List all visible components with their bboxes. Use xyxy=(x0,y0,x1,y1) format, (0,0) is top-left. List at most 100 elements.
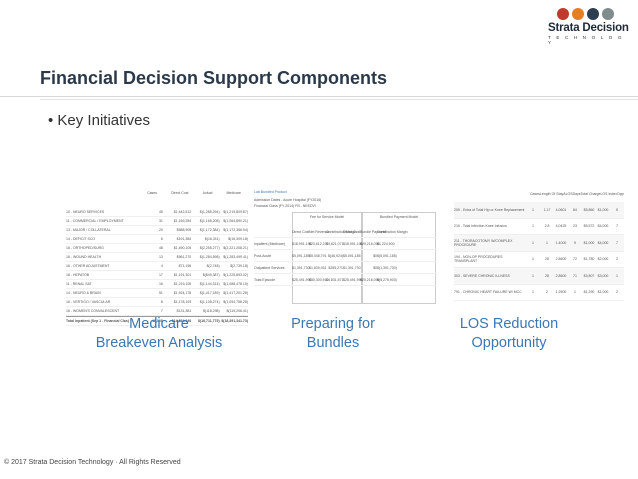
caption-line: Breakeven Analysis xyxy=(95,335,223,351)
bundle-cell: $18,991,196 xyxy=(292,241,312,246)
los-cell: 1 xyxy=(616,273,618,278)
breakeven-cell: $(1,285,294) xyxy=(199,210,220,214)
breakeven-row-label: 14 - DEFICIT SCO xyxy=(66,237,96,241)
breakeven-cell: 51 xyxy=(158,291,163,295)
breakeven-cell: $(119,206.41) xyxy=(226,309,248,313)
breakeven-col-header: Direct Cost xyxy=(171,191,189,195)
los-cell: 2.8 xyxy=(544,224,550,229)
breakeven-col-header: Cases xyxy=(147,191,157,195)
los-cell: 9 xyxy=(574,240,576,245)
bundles-screenshot: Lab Bundled Product Admission Dates - Ac… xyxy=(250,188,438,304)
bundle-col-header: Direct Cost xyxy=(343,229,361,234)
bundle-cell: $20,216,096 xyxy=(360,241,380,246)
caption-line: LOS Reduction xyxy=(459,316,559,332)
breakeven-row-label: 16 - ORTHOPED/SURG xyxy=(66,246,104,250)
breakeven-cell: $(1,172,356.04) xyxy=(223,228,248,232)
breakeven-cell: $131,381 xyxy=(176,309,192,313)
los-col-header: Length Of Stay xyxy=(539,192,564,196)
los-cell: $4,000 xyxy=(597,224,609,229)
los-row: 303 - SEVERE CHRONIC ILLNESS 1 28 2.8600 71 $… xyxy=(454,268,624,285)
bundle-cell: $25,491,999 xyxy=(292,277,312,282)
breakeven-row-label: 10 - NEURO SERVICES xyxy=(66,210,105,214)
logo-subtitle: T E C H N O L O G Y xyxy=(548,35,624,45)
breakeven-cell: 48 xyxy=(158,246,163,250)
los-col-header: Total Charge xyxy=(580,192,601,196)
bundled-payment-label: Bundled Payment Model xyxy=(379,215,419,219)
bundle-cell: $30,300,910 xyxy=(309,277,329,282)
los-cell: 5 xyxy=(616,207,618,212)
los-cell: 1 xyxy=(532,273,534,278)
breakeven-cell: $1,442,512 xyxy=(173,210,192,214)
breakeven-row-label: 16 - OTHER ADJUSTMENT xyxy=(66,264,110,268)
breakeven-cell: $(16,309.18) xyxy=(228,237,248,241)
breakeven-col-header: Actual xyxy=(202,191,213,195)
breakeven-cell: $1,178,193 xyxy=(173,300,192,304)
breakeven-cell: $(1,283,499.41) xyxy=(223,255,248,259)
caption-line: Preparing for xyxy=(291,316,375,332)
title-divider xyxy=(0,96,638,97)
logo-dot-2 xyxy=(572,8,584,20)
breakeven-row: 16 - WOMEN'S CONVALESCENT 7 $131,381 $(118,… xyxy=(66,307,248,316)
bundle-filter-1: Admission Dates - Acute Hospital (FY2016… xyxy=(254,198,322,202)
bundle-cell: $18,991,196 xyxy=(343,241,363,246)
los-cell: 1.4000 xyxy=(555,240,567,245)
breakeven-cell: $1,924,178 xyxy=(173,291,192,295)
breakeven-cell: $(1,108,274) xyxy=(199,300,220,304)
los-cell: 2.8600 xyxy=(555,257,567,262)
breakeven-cell: $(1,417,189) xyxy=(199,291,220,295)
los-cell: $5,572 xyxy=(583,224,595,229)
breakeven-row: 14 - NEURO & BRAIN 51 $1,924,178 $(1,417,18… xyxy=(66,289,248,298)
bundle-cell: $5,091,185 xyxy=(343,253,361,258)
breakeven-cell: $(2,255,277) xyxy=(199,246,220,250)
breakeven-cell: $1,169,284 xyxy=(173,219,192,223)
bundle-cell: $25,491,999 xyxy=(343,277,363,282)
bundle-row: Outpatient Services $1,391,730 $1,639,931 $… xyxy=(254,262,436,274)
los-cell: 2 xyxy=(546,290,548,295)
bundle-cell: $0 xyxy=(373,253,377,258)
caption-line: Opportunity xyxy=(471,335,547,351)
los-col-header: LOS Index xyxy=(600,192,618,196)
caption-preparing-bundles: Preparing for Bundles xyxy=(262,315,404,353)
slide-title: Financial Decision Support Components xyxy=(40,68,388,88)
breakeven-row-label: 14 - NEURO & BRAIN xyxy=(66,291,101,295)
breakeven-cell: $588,905 xyxy=(176,228,192,232)
bundle-cell: $4,831,571 xyxy=(326,277,344,282)
breakeven-total-row: Total Inpatient (Sep 1 - Financial Clas)… xyxy=(66,316,248,326)
caption-medicare-breakeven: Medicare Breakeven Analysis xyxy=(80,315,238,353)
bundle-title: Lab Bundled Product xyxy=(254,190,287,194)
bullet-key-initiatives: • Key Initiatives xyxy=(48,112,150,129)
logo-dot-3 xyxy=(587,8,599,20)
logo-marks xyxy=(557,8,630,20)
bundle-cell: $1,391,730 xyxy=(343,265,361,270)
breakeven-row: 11 - COMMERCIAL / EMPLOYMENT 31 $1,169,284… xyxy=(66,217,248,226)
breakeven-row-label: 11 - COMMERCIAL / EMPLOYMENT xyxy=(66,219,124,223)
breakeven-cell: $(849,387) xyxy=(202,273,220,277)
los-cell: 84 xyxy=(573,207,577,212)
los-row: 216 - Total Infection Knee Infusion 1 2.8 4… xyxy=(454,219,624,235)
los-col-header: ALOS xyxy=(563,192,573,196)
breakeven-cell: $(1,417,201.28) xyxy=(223,291,248,295)
los-cell: $2,000 xyxy=(597,257,609,262)
los-cell: $1,780 xyxy=(583,257,595,262)
breakeven-cell: $1,219,105 xyxy=(173,282,192,286)
bundle-col-header: Contribution Margin xyxy=(326,229,357,234)
copyright-footer: © 2017 Strata Decision Technology · All … xyxy=(4,459,181,466)
breakeven-cell: $191,384 xyxy=(176,237,192,241)
breakeven-cell: 7 xyxy=(160,309,163,313)
breakeven-cell: $(2,221,208.21) xyxy=(223,246,248,250)
bundle-col-header: Bundle Payment xyxy=(360,229,386,234)
breakeven-row: 16 - OTHER ADJUSTMENT 4 $71,196 $(2,748) $(2… xyxy=(66,262,248,271)
bundle-cell: $0 xyxy=(373,265,377,270)
los-row-label: 194 - NON-OP PROCEDURES TRANSPLANT xyxy=(454,255,503,264)
breakeven-row: 16 - WOUND HEALTH 13 $961,270 $(1,284,598) $… xyxy=(66,253,248,262)
los-reduction-screenshot: Cases Length Of Stay ALOS Days Total Charge L… xyxy=(452,188,624,301)
bundle-cell: $(1,391,730) xyxy=(377,265,397,270)
los-cell: 2.8600 xyxy=(555,273,567,278)
los-table: 209 - Extra of Total Hip or Knee Replace… xyxy=(454,202,624,301)
breakeven-col-header: Medicare xyxy=(226,191,241,195)
los-cell: 71 xyxy=(573,273,577,278)
los-cell: $1,290 xyxy=(583,290,595,295)
breakeven-row: 11 - RENAL SAT 16 $1,219,105 $(1,144,314) $(… xyxy=(66,280,248,289)
breakeven-cell: 6 xyxy=(160,237,163,241)
breakeven-row: 16 - VERTIGO / VASCULAR 8 $1,178,193 $(1,10… xyxy=(66,298,248,307)
